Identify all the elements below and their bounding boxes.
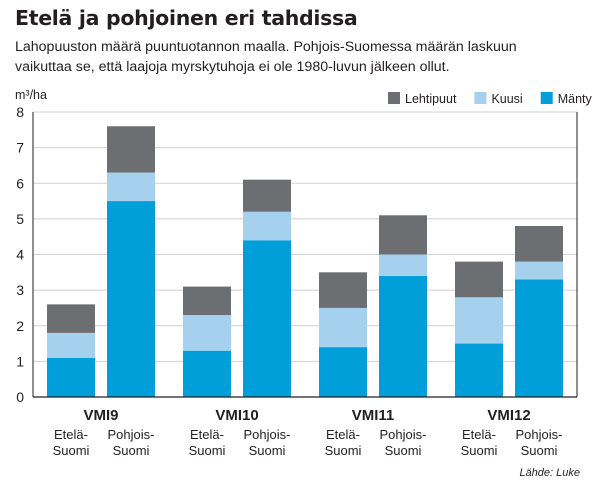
bar-vmi9-pohjois--lehtipuut xyxy=(107,126,155,173)
y-tick-label-2: 2 xyxy=(16,318,24,334)
bar-vmi10-pohjois--mänty xyxy=(243,240,291,397)
axes xyxy=(32,112,578,398)
y-tick-label-3: 3 xyxy=(16,282,24,298)
bar-vmi10-etelä--mänty xyxy=(183,350,231,397)
x-sub-label-vmi11-1-line1: Pohjois- xyxy=(380,427,427,442)
bar-vmi11-etelä--mänty xyxy=(319,347,367,397)
bar-vmi9-etelä--mänty xyxy=(47,357,95,397)
bar-vmi11-etelä--kuusi xyxy=(319,307,367,348)
x-sub-label-vmi10-0-line1: Etelä- xyxy=(190,427,224,442)
bar-vmi11-pohjois--lehtipuut xyxy=(379,215,427,255)
legend-label-kuusi: Kuusi xyxy=(491,92,522,106)
x-group-label-vmi9: VMI9 xyxy=(83,407,118,424)
x-sub-label-vmi11-0-line2: Suomi xyxy=(325,443,362,458)
x-sub-label-vmi11-1-line2: Suomi xyxy=(385,443,422,458)
y-tick-label-6: 6 xyxy=(16,175,24,191)
x-sub-label-vmi9-0-line1: Etelä- xyxy=(54,427,88,442)
y-tick-label-0: 0 xyxy=(16,389,24,405)
x-group-label-vmi12: VMI12 xyxy=(487,407,530,424)
bar-vmi9-etelä--kuusi xyxy=(47,332,95,358)
y-tick-label-4: 4 xyxy=(16,247,24,263)
bar-vmi12-pohjois--kuusi xyxy=(515,261,563,280)
x-sub-label-vmi12-1-line2: Suomi xyxy=(521,443,558,458)
bar-vmi12-etelä--lehtipuut xyxy=(455,261,503,298)
bar-vmi10-pohjois--kuusi xyxy=(243,211,291,241)
y-tick-label-8: 8 xyxy=(16,104,24,120)
legend-swatch-kuusi xyxy=(474,92,487,104)
legend-label-mänty: Mänty xyxy=(558,92,593,106)
legend: Lehtipuut Kuusi Mänty xyxy=(388,92,593,106)
x-group-label-vmi11: VMI11 xyxy=(352,407,395,424)
legend-swatch-lehtipuut xyxy=(388,92,400,104)
bar-vmi9-pohjois--mänty xyxy=(107,201,155,397)
x-sub-label-vmi10-1-line1: Pohjois- xyxy=(244,427,291,442)
legend-swatch-mänty xyxy=(540,92,553,104)
x-sub-label-vmi12-0-line2: Suomi xyxy=(461,443,498,458)
y-tick-label-5: 5 xyxy=(16,211,24,227)
subtitle-line-1: Lahopuuston määrä puuntuotannon maalla. … xyxy=(15,39,517,55)
x-sub-label-vmi9-0-line2: Suomi xyxy=(53,443,90,458)
y-axis-unit-label: m³/ha xyxy=(15,88,47,102)
bars xyxy=(47,126,563,397)
bar-vmi11-pohjois--mänty xyxy=(379,275,427,397)
x-sub-label-vmi10-0-line2: Suomi xyxy=(189,443,226,458)
x-group-label-vmi10: VMI10 xyxy=(215,407,258,424)
bar-vmi12-pohjois--mänty xyxy=(515,279,563,397)
bar-vmi10-etelä--kuusi xyxy=(183,315,231,351)
bar-vmi10-pohjois--lehtipuut xyxy=(243,179,291,212)
y-tick-label-1: 1 xyxy=(16,353,24,369)
chart-title: Etelä ja pohjoinen eri tahdissa xyxy=(15,6,358,30)
source-note: Lähde: Luke xyxy=(519,467,580,479)
x-sub-label-vmi12-1-line1: Pohjois- xyxy=(516,427,563,442)
bar-vmi11-pohjois--kuusi xyxy=(379,254,427,276)
bar-vmi12-etelä--kuusi xyxy=(455,297,503,344)
legend-label-lehtipuut: Lehtipuut xyxy=(405,92,457,106)
x-sub-label-vmi10-1-line2: Suomi xyxy=(249,443,286,458)
axis-labels: 012345678Etelä-SuomiPohjois-SuomiVMI9Ete… xyxy=(16,104,562,458)
x-sub-label-vmi9-1-line1: Pohjois- xyxy=(108,427,155,442)
subtitle-line-2: vaikuttaa se, että laajoja myrskytuhoja … xyxy=(15,59,450,75)
x-sub-label-vmi12-0-line1: Etelä- xyxy=(462,427,496,442)
x-sub-label-vmi11-0-line1: Etelä- xyxy=(326,427,360,442)
bar-vmi10-etelä--lehtipuut xyxy=(183,286,231,316)
bar-vmi12-pohjois--lehtipuut xyxy=(515,226,563,262)
bar-vmi9-pohjois--kuusi xyxy=(107,172,155,202)
chart-subtitle: Lahopuuston määrä puuntuotannon maalla. … xyxy=(15,37,585,77)
y-tick-label-7: 7 xyxy=(16,140,24,156)
x-sub-label-vmi9-1-line2: Suomi xyxy=(113,443,150,458)
bar-vmi11-etelä--lehtipuut xyxy=(319,272,367,308)
bar-vmi12-etelä--mänty xyxy=(455,343,503,397)
bar-vmi9-etelä--lehtipuut xyxy=(47,304,95,333)
